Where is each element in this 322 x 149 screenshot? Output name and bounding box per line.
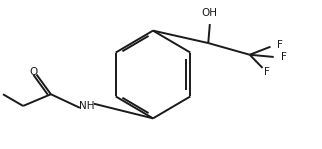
Text: F: F <box>281 52 287 62</box>
Text: F: F <box>277 40 283 50</box>
Text: F: F <box>264 67 270 77</box>
Text: OH: OH <box>202 8 218 18</box>
Text: NH: NH <box>79 101 95 111</box>
Text: O: O <box>29 67 38 77</box>
